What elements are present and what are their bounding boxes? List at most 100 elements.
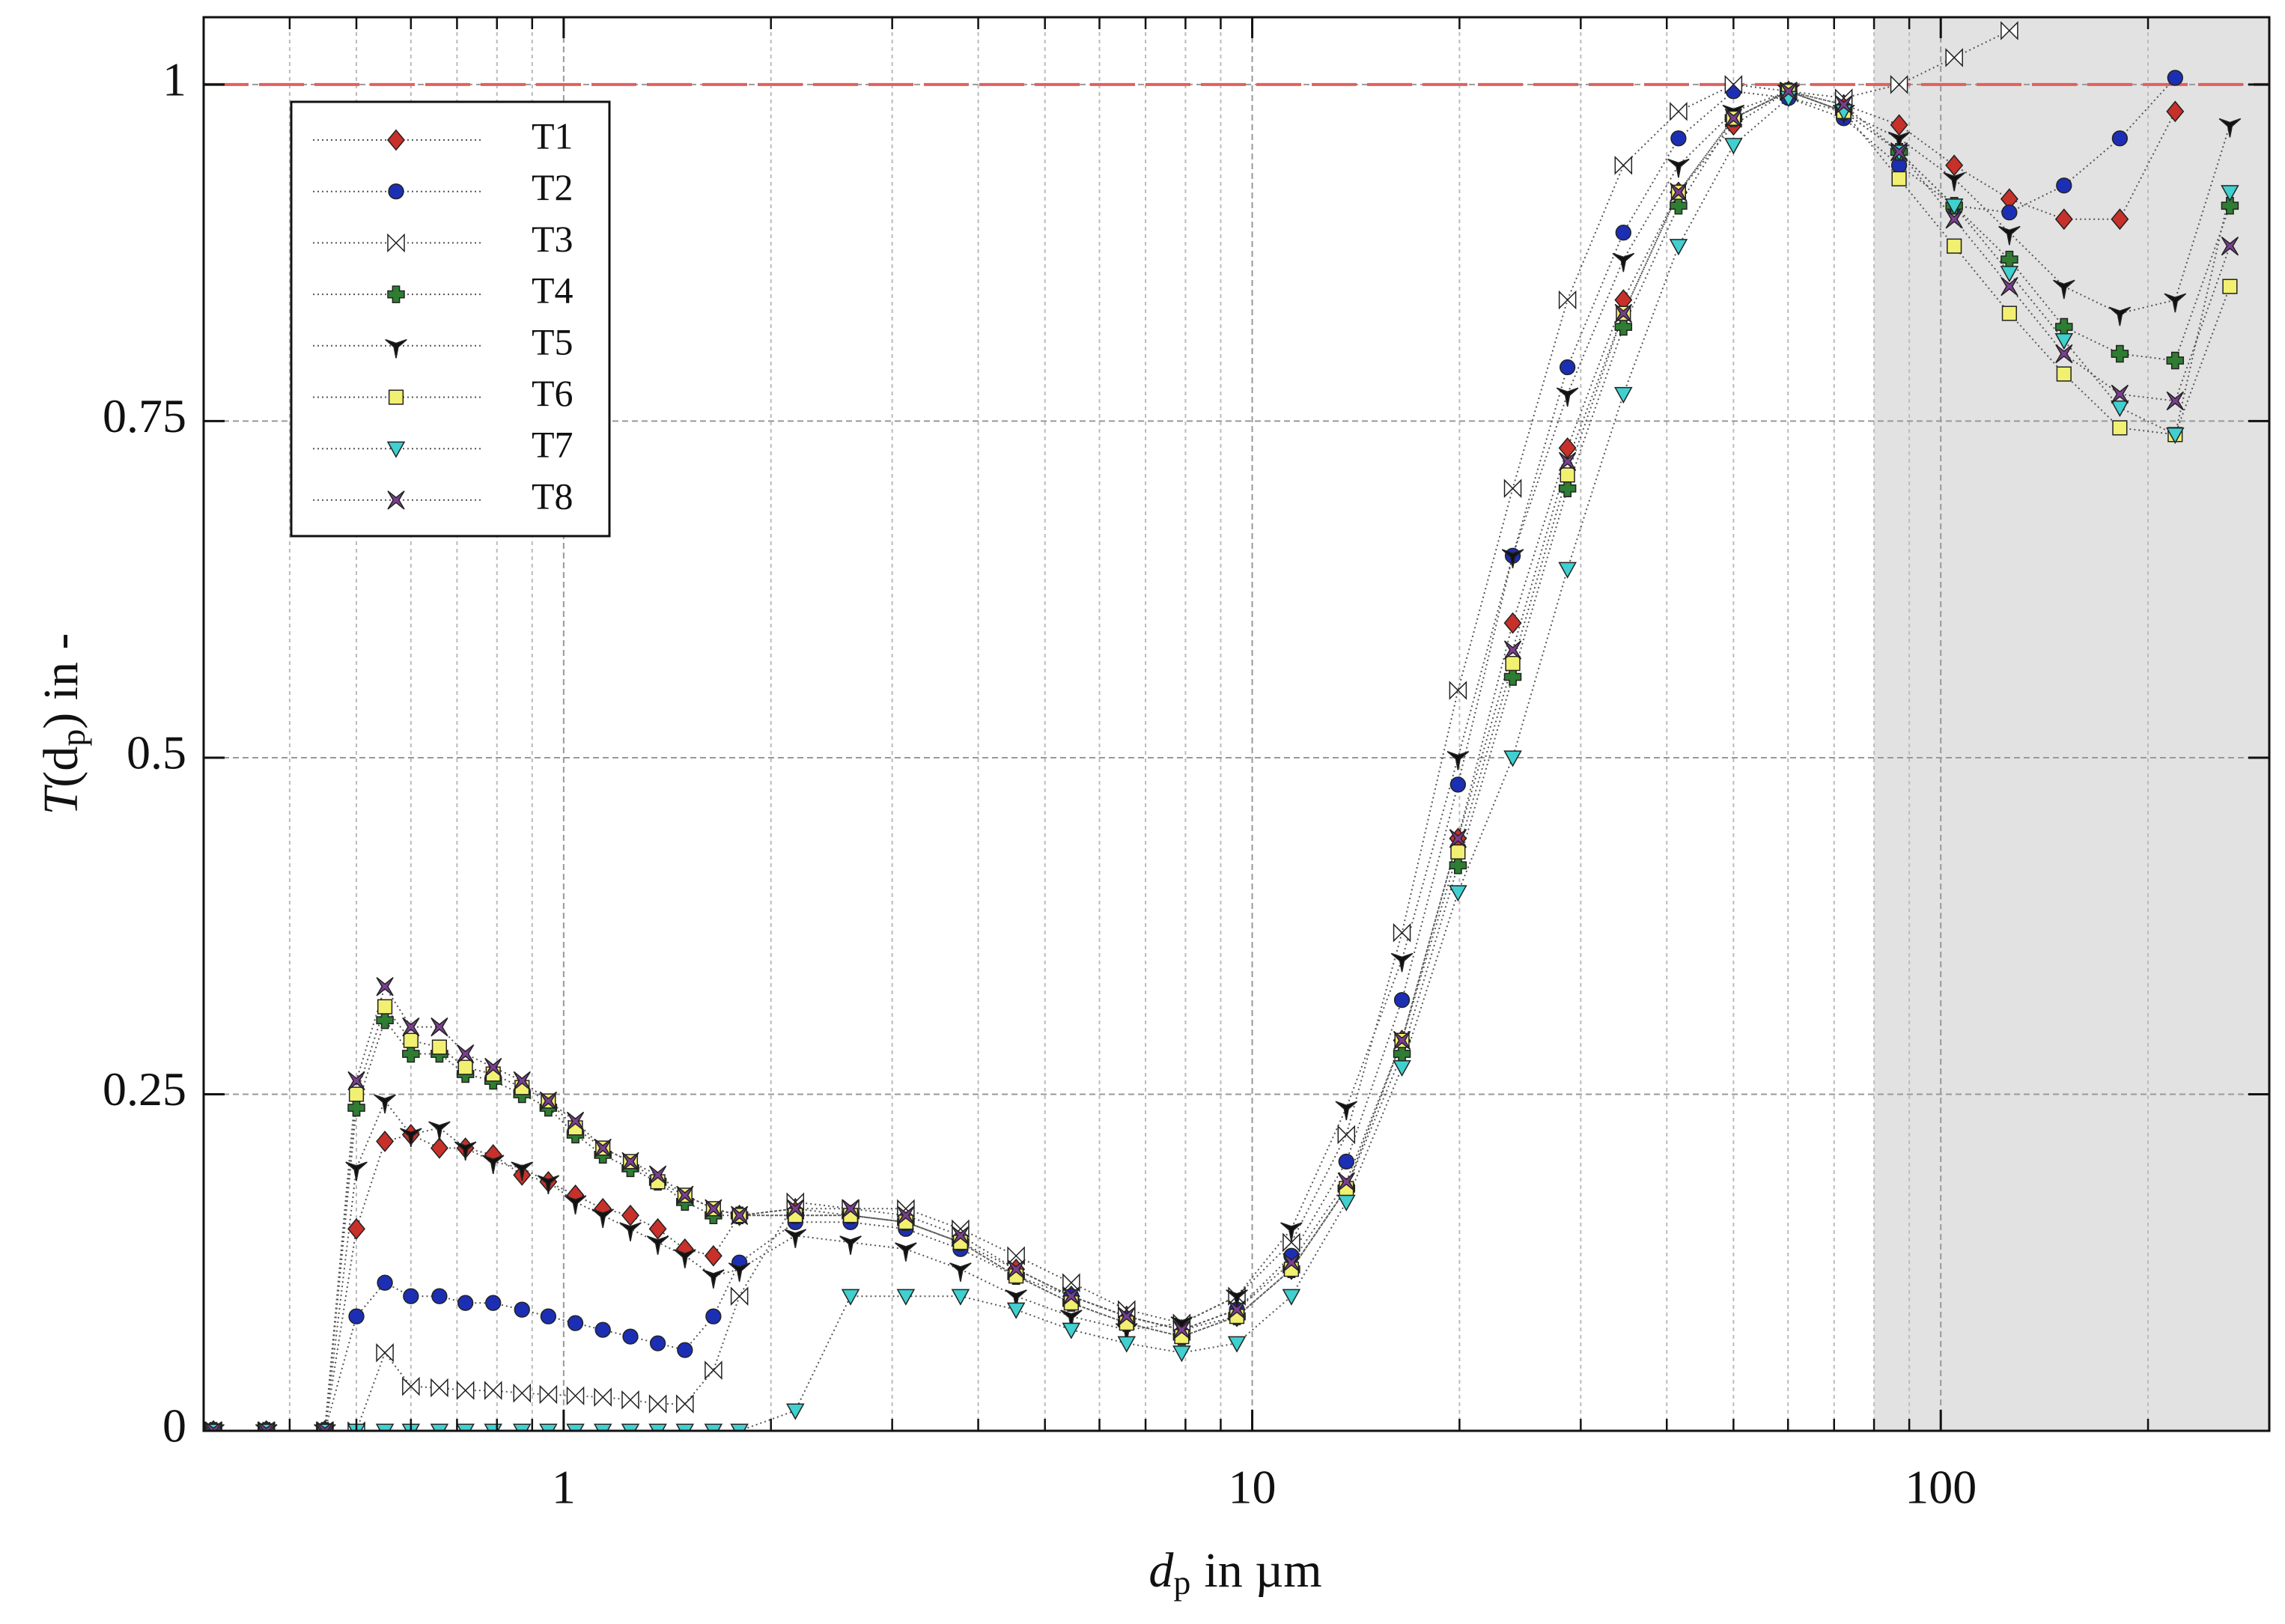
marker [1227,1336,1247,1353]
marker [2164,293,2187,313]
plot-frame [202,16,2271,1432]
y-axis-label: T(dp) in - [34,633,91,815]
series-line [213,90,2231,1431]
marker [730,1205,749,1225]
marker [2054,208,2073,231]
marker [952,1226,970,1245]
marker [1669,239,1688,256]
legend-label: T2 [532,166,573,208]
marker [540,1308,557,1325]
marker [594,1387,612,1407]
marker [648,1423,667,1431]
marker [1667,158,1690,178]
marker [949,1262,972,1282]
marker [1670,196,1688,215]
marker [400,1128,422,1148]
marker [430,1423,449,1431]
marker [1449,829,1467,848]
marker [2001,204,2018,221]
marker [376,1011,394,1030]
marker [1614,317,1633,336]
marker [704,1244,722,1267]
marker [593,1423,612,1431]
marker [2221,236,2239,256]
marker [2111,400,2129,417]
marker [1947,238,1962,254]
marker [1226,1289,1248,1309]
marker [539,1091,558,1111]
legend-marker [387,285,405,303]
marker [675,1423,695,1431]
marker [1556,387,1579,407]
marker [1724,138,1743,155]
marker [2166,391,2184,411]
marker [1560,467,1575,483]
marker [1390,952,1414,973]
marker [1007,1259,1025,1279]
marker [2221,196,2239,215]
legend-label: T8 [532,475,573,517]
marker [1670,130,1687,147]
marker [1228,1300,1246,1319]
marker [2000,266,2019,283]
marker [431,1288,448,1304]
marker [2111,130,2129,147]
marker [730,1423,749,1431]
x-label-symbol: d [1148,1543,1174,1598]
marker [566,1423,585,1431]
marker [1060,1310,1083,1329]
marker [619,1222,642,1241]
marker [402,1376,420,1396]
marker [730,1286,749,1307]
marker [1505,655,1521,672]
marker [705,1360,722,1380]
legend-marker [386,441,406,458]
marker [1062,1322,1081,1339]
marker [1945,210,1963,229]
shaded-region [1874,17,2269,1431]
legend-marker [387,129,405,151]
marker [2056,177,2072,194]
marker [1558,290,1577,310]
marker [1615,225,1631,241]
marker [594,1322,611,1338]
marker [2166,100,2185,123]
marker [1558,437,1577,459]
marker [512,1423,532,1431]
marker [347,1217,366,1240]
marker [564,1195,587,1214]
marker [428,1121,451,1141]
marker [2000,276,2018,296]
marker [402,1044,420,1063]
marker [621,1423,640,1431]
marker [1558,451,1577,472]
marker [594,1138,612,1158]
marker [705,1308,722,1325]
marker [896,1289,916,1306]
marker [1944,198,1964,216]
marker [402,1017,420,1037]
series-markers [204,21,2242,1431]
marker [1503,612,1522,634]
marker [456,1381,475,1400]
y-tick-label: 0 [162,1399,186,1453]
marker [728,1262,751,1282]
marker [648,1394,667,1414]
marker [1007,1246,1025,1266]
marker [377,999,393,1015]
marker [1612,252,1635,273]
marker [1943,171,1965,192]
marker [842,1199,859,1218]
legend-label: T6 [532,372,573,414]
x-label-subscript: p [1173,1563,1190,1602]
legend-label: T1 [532,115,573,156]
marker [951,1289,970,1306]
marker [1503,750,1522,767]
x-axis-label: dp in µm [1148,1543,1321,1601]
marker [1062,1273,1080,1293]
marker [347,1071,365,1091]
marker [895,1242,917,1262]
marker [1283,1232,1300,1253]
